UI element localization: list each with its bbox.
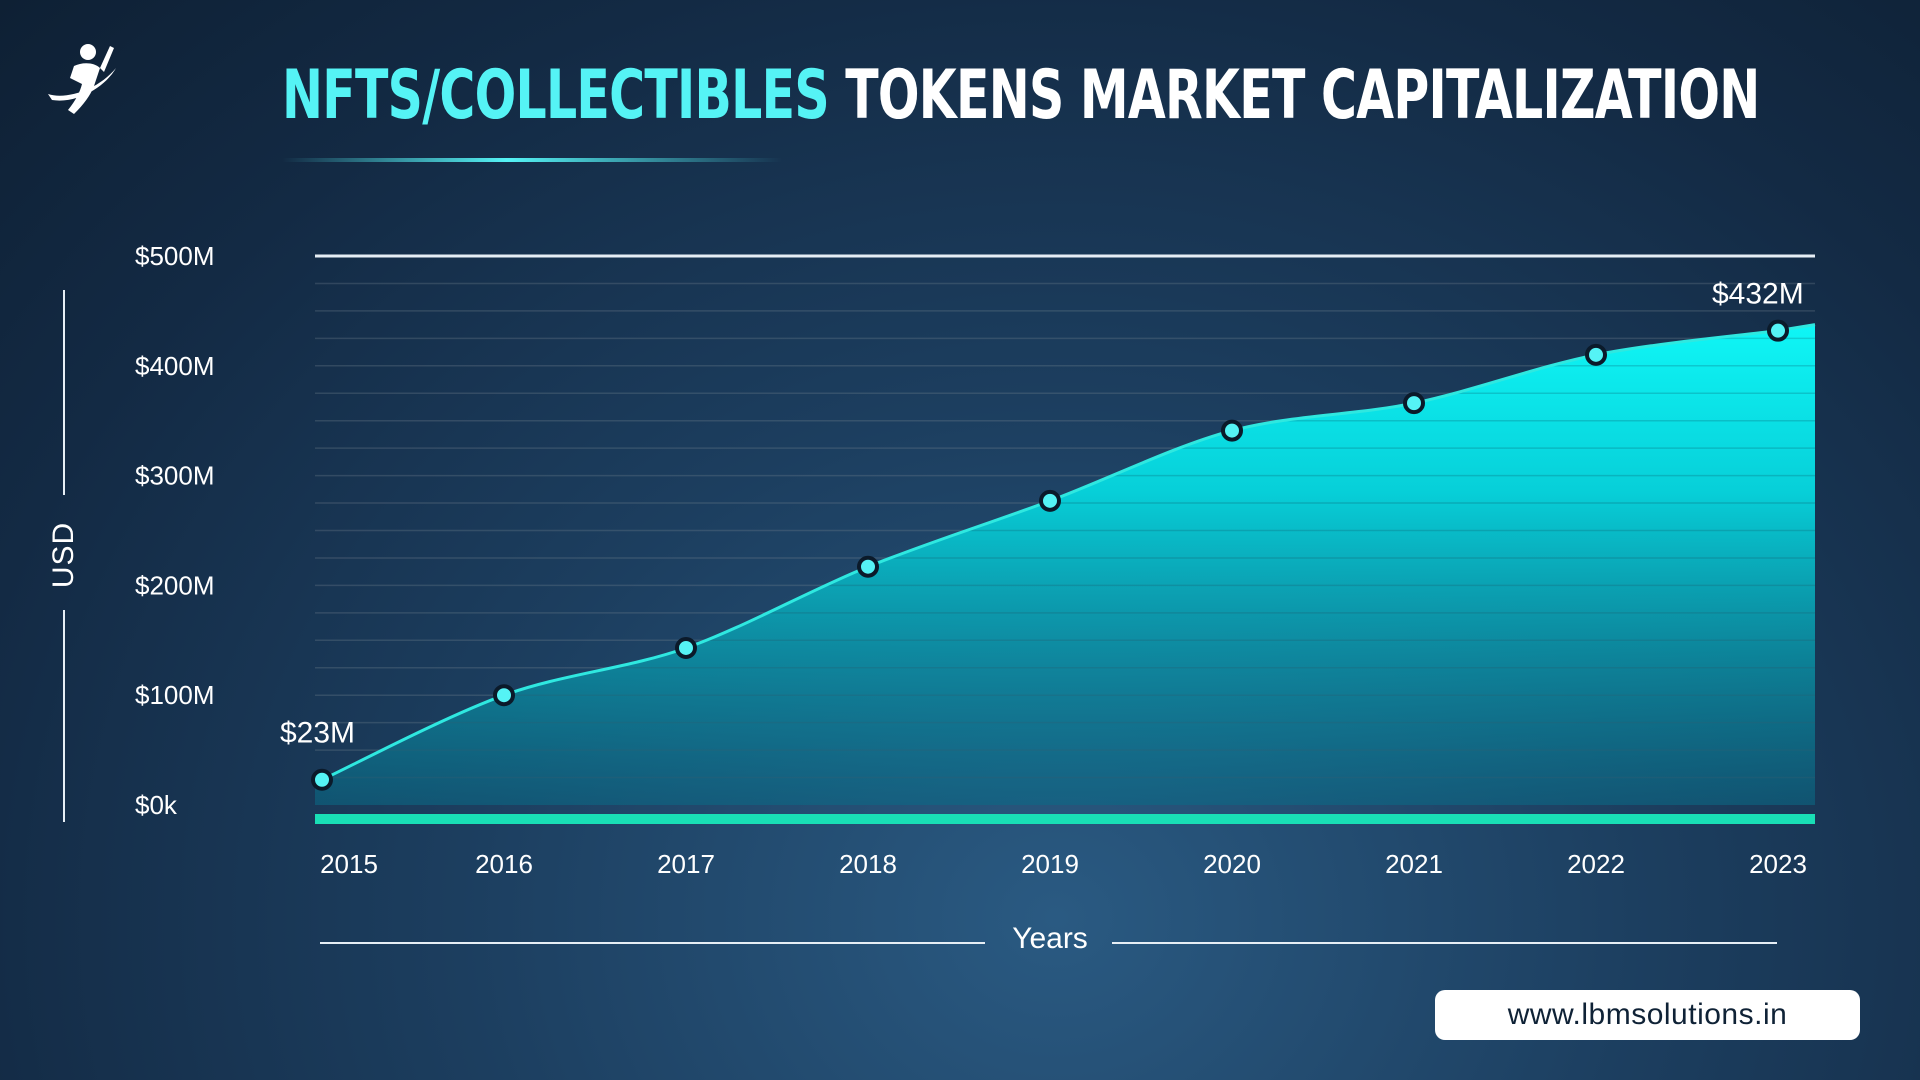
y-tick-label: $400M (135, 351, 215, 381)
data-point (1221, 419, 1243, 442)
y-tick-label: $200M (135, 570, 215, 600)
person-swoosh-logo-icon (48, 44, 116, 114)
x-axis-title: Years (1012, 922, 1088, 955)
y-axis-line-bottom (63, 610, 65, 822)
y-axis-line-top (63, 290, 65, 495)
data-point (1403, 392, 1425, 415)
website-link[interactable]: www.lbmsolutions.in (1435, 990, 1860, 1040)
data-point (675, 636, 697, 659)
x-tick-label: 2015 (320, 849, 378, 879)
data-point (1039, 489, 1061, 512)
data-point (1585, 343, 1607, 366)
y-tick-label: $0k (135, 790, 178, 820)
data-point (311, 768, 333, 791)
area-fill (315, 324, 1815, 805)
title-underline (282, 158, 782, 162)
baseline-bar (315, 814, 1815, 824)
x-tick-label: 2019 (1021, 849, 1079, 879)
x-axis-line-left (320, 942, 985, 944)
website-url: www.lbmsolutions.in (1507, 998, 1788, 1031)
title-accent: NFTS/COLLECTIBLES (282, 56, 830, 135)
x-tick-label: 2018 (839, 849, 897, 879)
x-tick-label: 2023 (1749, 849, 1807, 879)
y-tick-label: $300M (135, 461, 215, 491)
data-point (493, 684, 515, 707)
x-tick-label: 2017 (657, 849, 715, 879)
data-point (1767, 319, 1789, 342)
x-tick-label: 2021 (1385, 849, 1443, 879)
data-point (857, 555, 879, 578)
y-tick-label: $500M (135, 241, 215, 271)
data-label: $23M (280, 717, 355, 750)
x-tick-label: 2022 (1567, 849, 1625, 879)
x-tick-label: 2020 (1203, 849, 1261, 879)
data-label: $432M (1712, 278, 1804, 311)
x-axis-line-right (1112, 942, 1777, 944)
chart-title: NFTS/COLLECTIBLES TOKENS MARKET CAPITALI… (282, 62, 1760, 130)
title-rest: TOKENS MARKET CAPITALIZATION (845, 56, 1760, 135)
x-tick-label: 2016 (475, 849, 533, 879)
y-tick-label: $100M (135, 680, 215, 710)
